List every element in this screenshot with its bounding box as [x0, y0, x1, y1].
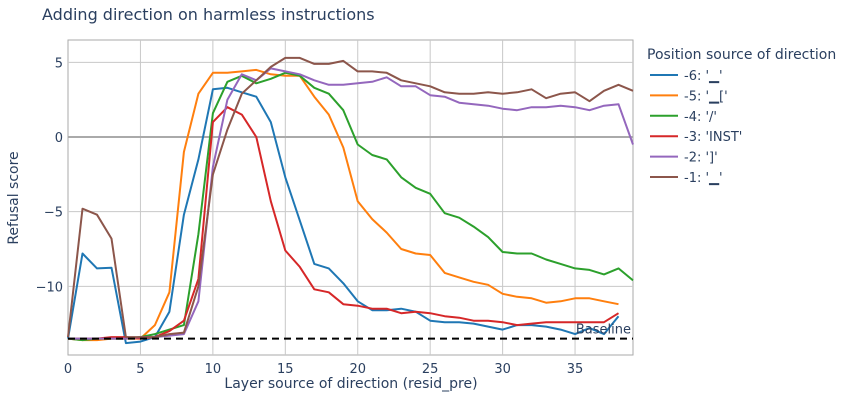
series-line: [67, 56, 634, 339]
series-line: [67, 68, 619, 342]
legend-title: Position source of direction: [647, 47, 836, 63]
legend: Position source of direction -6: '▁' -5: …: [647, 47, 836, 186]
legend-items: -6: '▁' -5: '▁[' -4: '/' -3: 'INST' -2: ']' -…: [650, 69, 742, 186]
axis-layer: 0 5 10 15 20 25 30 35 −10 −5 0 5: [36, 56, 584, 377]
y-axis-title: Refusal score: [6, 151, 22, 244]
legend-label: -2: ']': [684, 151, 718, 166]
grid-layer: [67, 39, 634, 356]
legend-label: -5: '▁[': [684, 89, 728, 104]
x-tick-label: 5: [136, 362, 144, 377]
x-tick-label: 20: [349, 362, 366, 377]
plot-area: [67, 39, 634, 356]
series-layer: Baseline: [67, 56, 634, 345]
chart-title: Adding direction on harmless instruction…: [42, 5, 375, 24]
legend-label: -4: '/': [684, 110, 717, 125]
x-tick-label: 15: [277, 362, 294, 377]
baseline-label: Baseline: [576, 323, 631, 338]
legend-label: -6: '▁': [684, 69, 723, 84]
series-line: [67, 71, 634, 342]
legend-label: -1: '▁': [684, 171, 723, 186]
x-tick-label: 10: [205, 362, 222, 377]
x-tick-label: 30: [494, 362, 511, 377]
y-tick-label: 0: [55, 131, 63, 146]
y-tick-label: −10: [36, 280, 63, 295]
legend-label: -3: 'INST': [684, 130, 742, 145]
x-axis-title: Layer source of direction (resid_pre): [224, 376, 477, 392]
y-tick-label: −5: [44, 206, 63, 221]
x-tick-label: 0: [64, 362, 72, 377]
y-tick-label: 5: [55, 56, 63, 71]
x-tick-label: 35: [567, 362, 584, 377]
x-tick-label: 25: [422, 362, 439, 377]
